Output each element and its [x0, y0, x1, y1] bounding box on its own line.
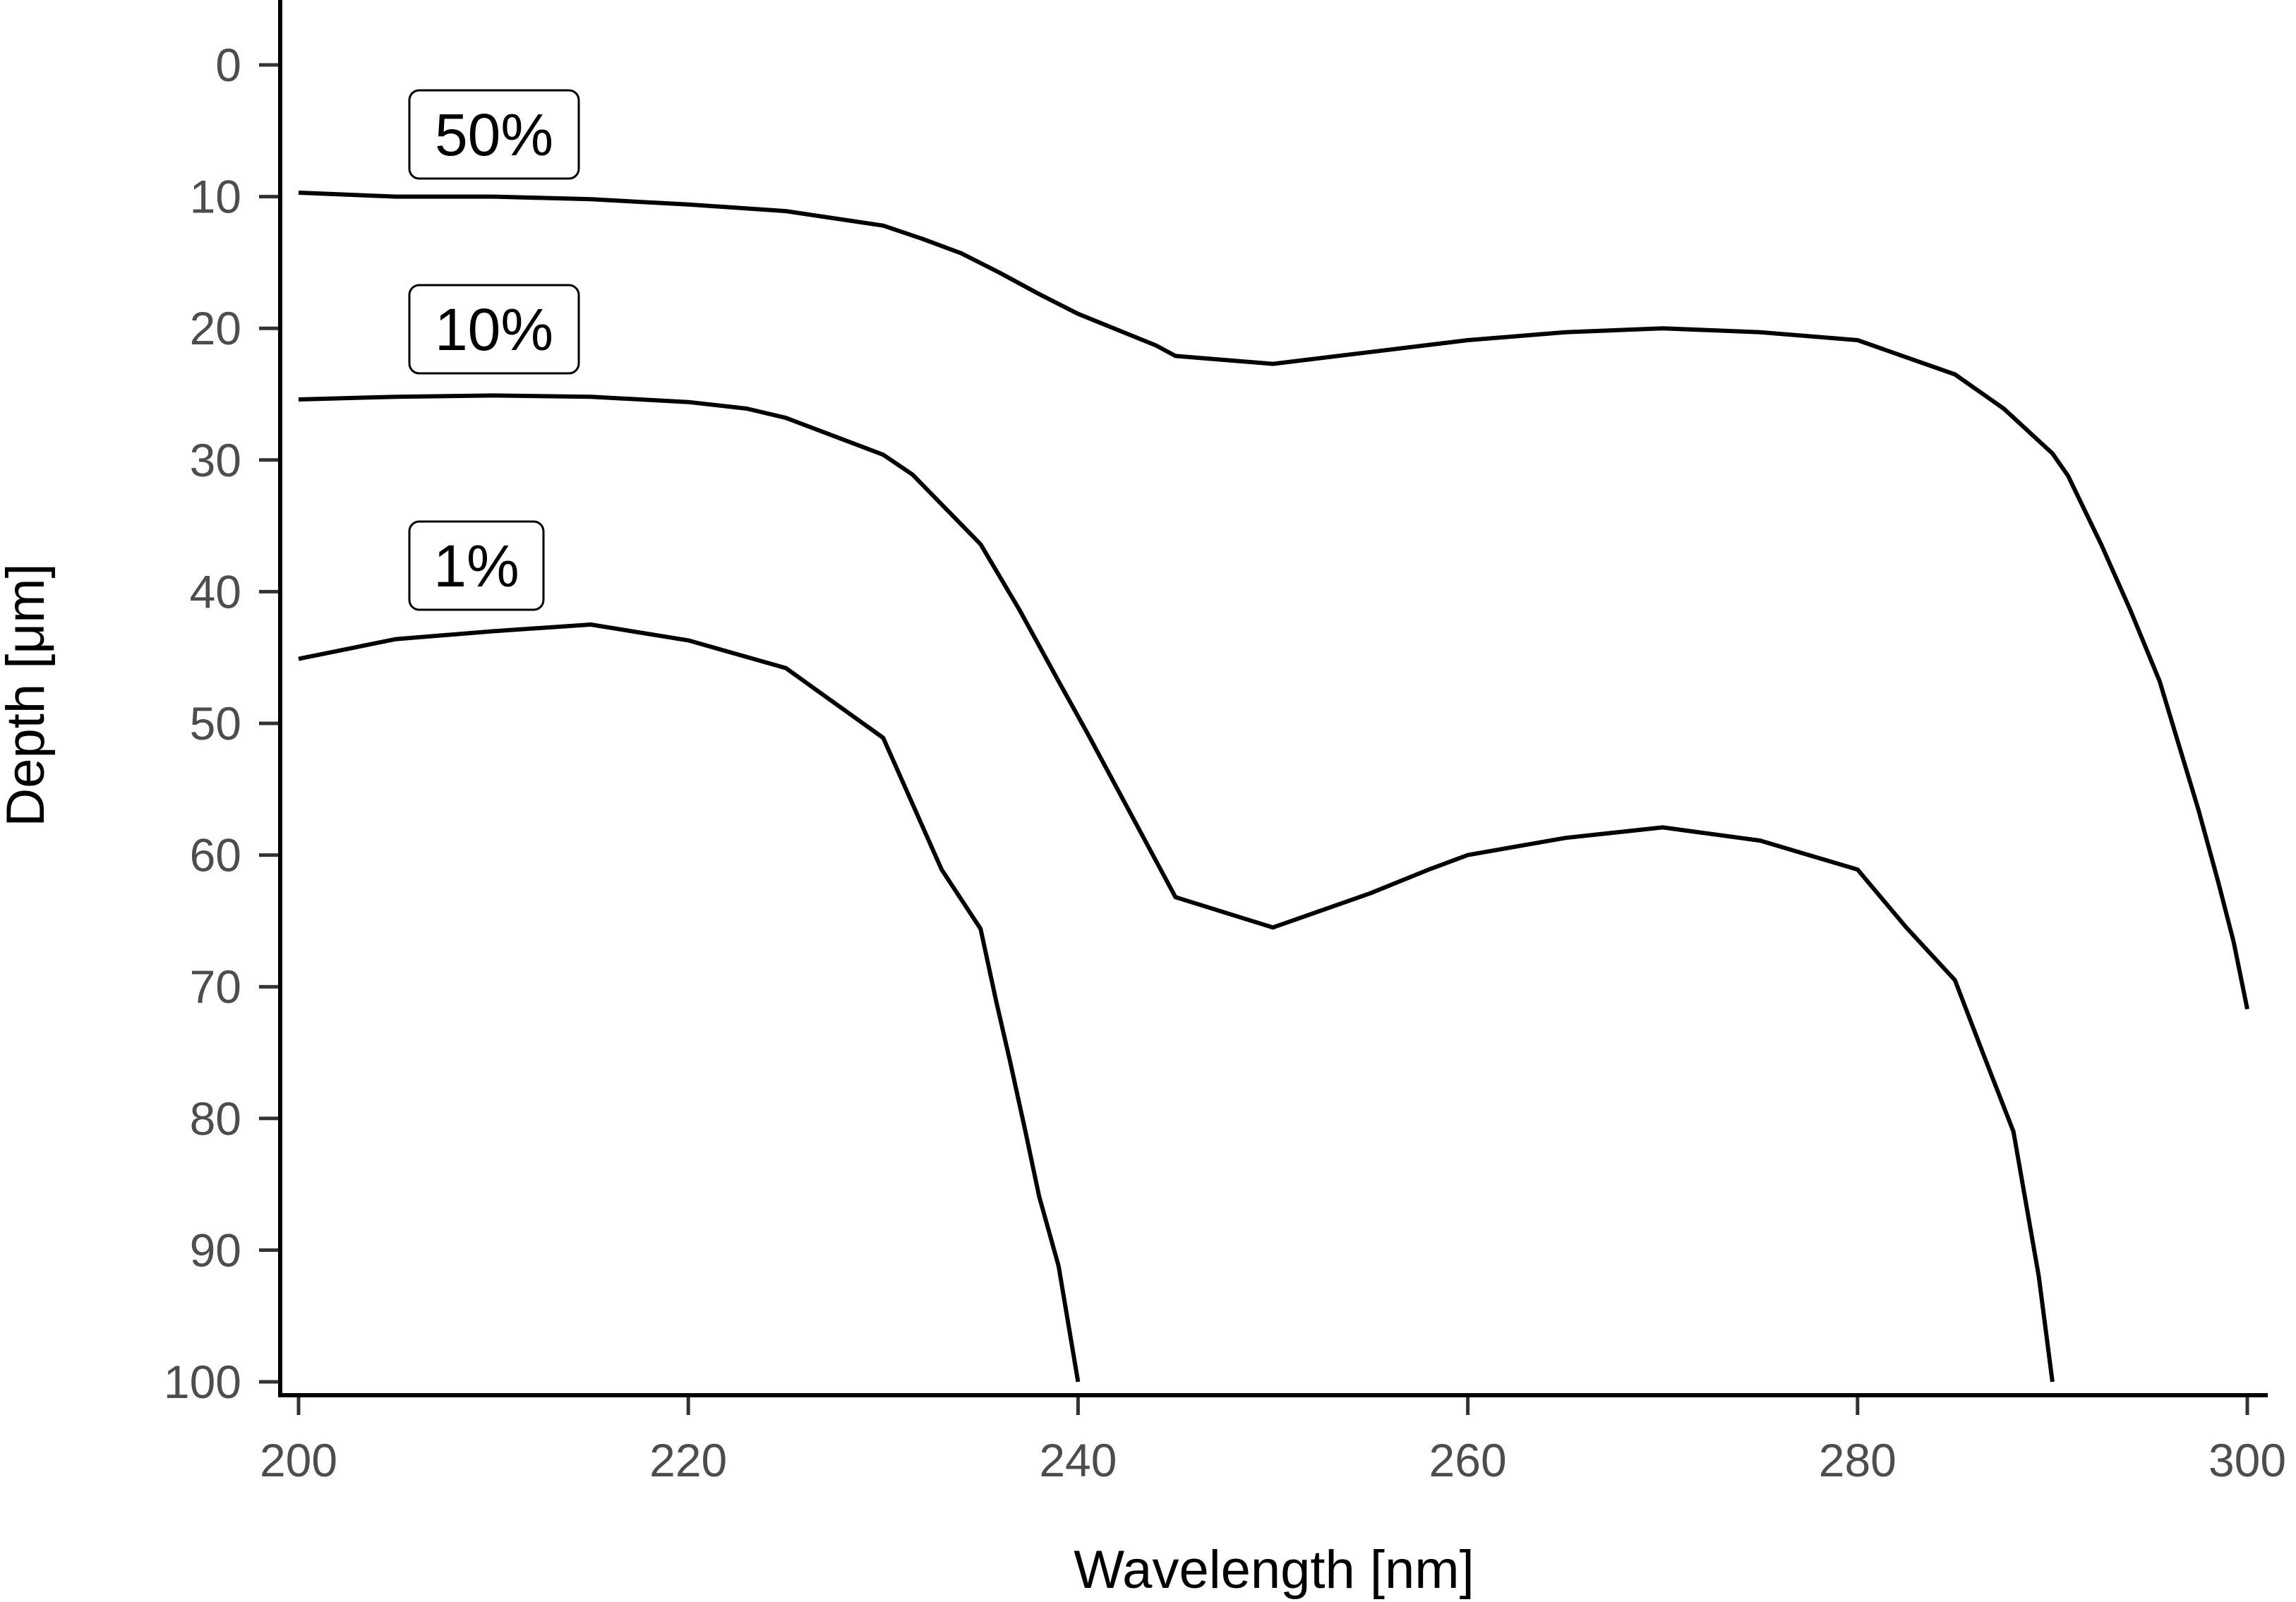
x-tick-label: 300	[2208, 1434, 2286, 1486]
series-lines	[298, 191, 2249, 1383]
series-line-1	[298, 191, 2249, 1010]
series-line-2	[298, 393, 2055, 1383]
y-tick-label: 20	[190, 302, 241, 354]
y-tick-label: 100	[164, 1356, 241, 1408]
series-label-box	[408, 89, 580, 180]
y-tick-label: 50	[190, 697, 241, 749]
y-tick-label: 70	[190, 960, 241, 1013]
x-tick-label: 240	[1039, 1434, 1117, 1486]
y-axis-ticks: 0 10 20 30 40 50 60 70 80 90 100	[164, 39, 280, 1408]
series-label: 10%	[435, 296, 553, 363]
y-tick-label: 90	[190, 1224, 241, 1276]
series-labels: 50% 10% 1%	[408, 89, 580, 611]
series-label-box	[408, 520, 545, 611]
series-line-3	[298, 622, 1081, 1383]
y-tick-label: 40	[190, 565, 241, 618]
series-label: 50%	[435, 102, 553, 168]
y-axis-title: Depth [μm]	[0, 563, 56, 826]
y-tick-label: 60	[190, 829, 241, 881]
x-tick-label: 260	[1429, 1434, 1507, 1486]
x-tick-label: 200	[260, 1434, 337, 1486]
y-tick-label: 80	[190, 1092, 241, 1145]
x-axis-ticks: 200 220 240 260 280 300	[260, 1395, 2286, 1486]
y-tick-label: 10	[190, 171, 241, 223]
x-axis-title: Wavelength [nm]	[1074, 1540, 1474, 1600]
x-tick-label: 220	[649, 1434, 727, 1486]
series-label-box	[408, 284, 580, 375]
x-tick-label: 280	[1819, 1434, 1897, 1486]
series-label: 1%	[433, 533, 519, 599]
y-tick-label: 30	[190, 434, 241, 486]
y-tick-label: 0	[215, 39, 241, 91]
